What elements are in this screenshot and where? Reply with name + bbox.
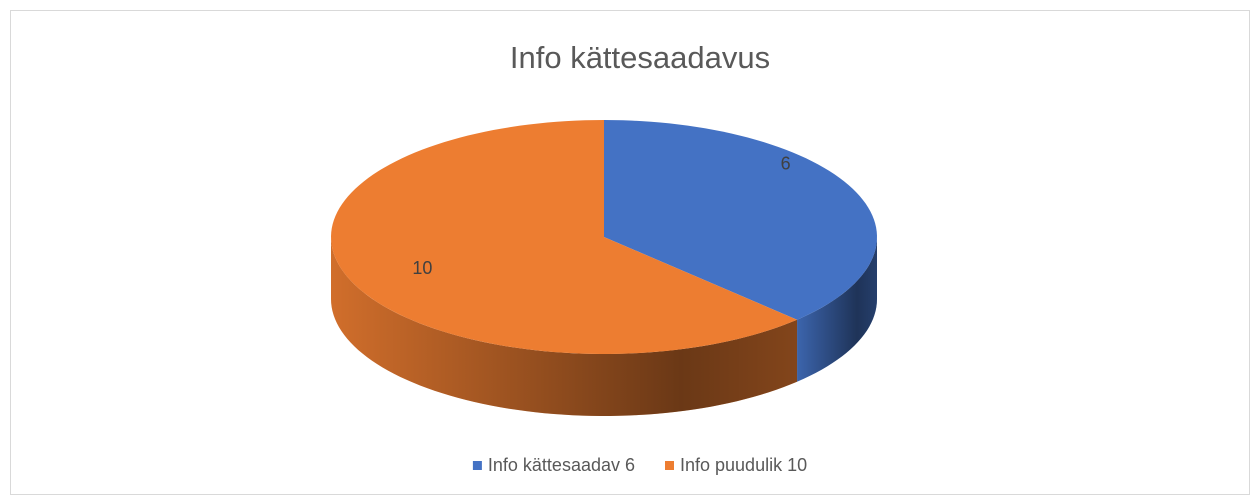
data-label: 6 — [781, 154, 791, 174]
chart-title: Info kättesaadavus — [510, 40, 770, 75]
pie-slice — [604, 120, 877, 320]
pie-side-shade — [797, 237, 877, 382]
pie-slice — [331, 120, 798, 354]
legend-label: Info puudulik 10 — [680, 455, 807, 475]
legend-swatch — [472, 461, 482, 470]
legend-label: Info kättesaadav 6 — [488, 455, 635, 475]
legend-swatch — [665, 461, 674, 470]
data-label: 10 — [412, 258, 432, 278]
pie-side-shade — [331, 237, 798, 416]
